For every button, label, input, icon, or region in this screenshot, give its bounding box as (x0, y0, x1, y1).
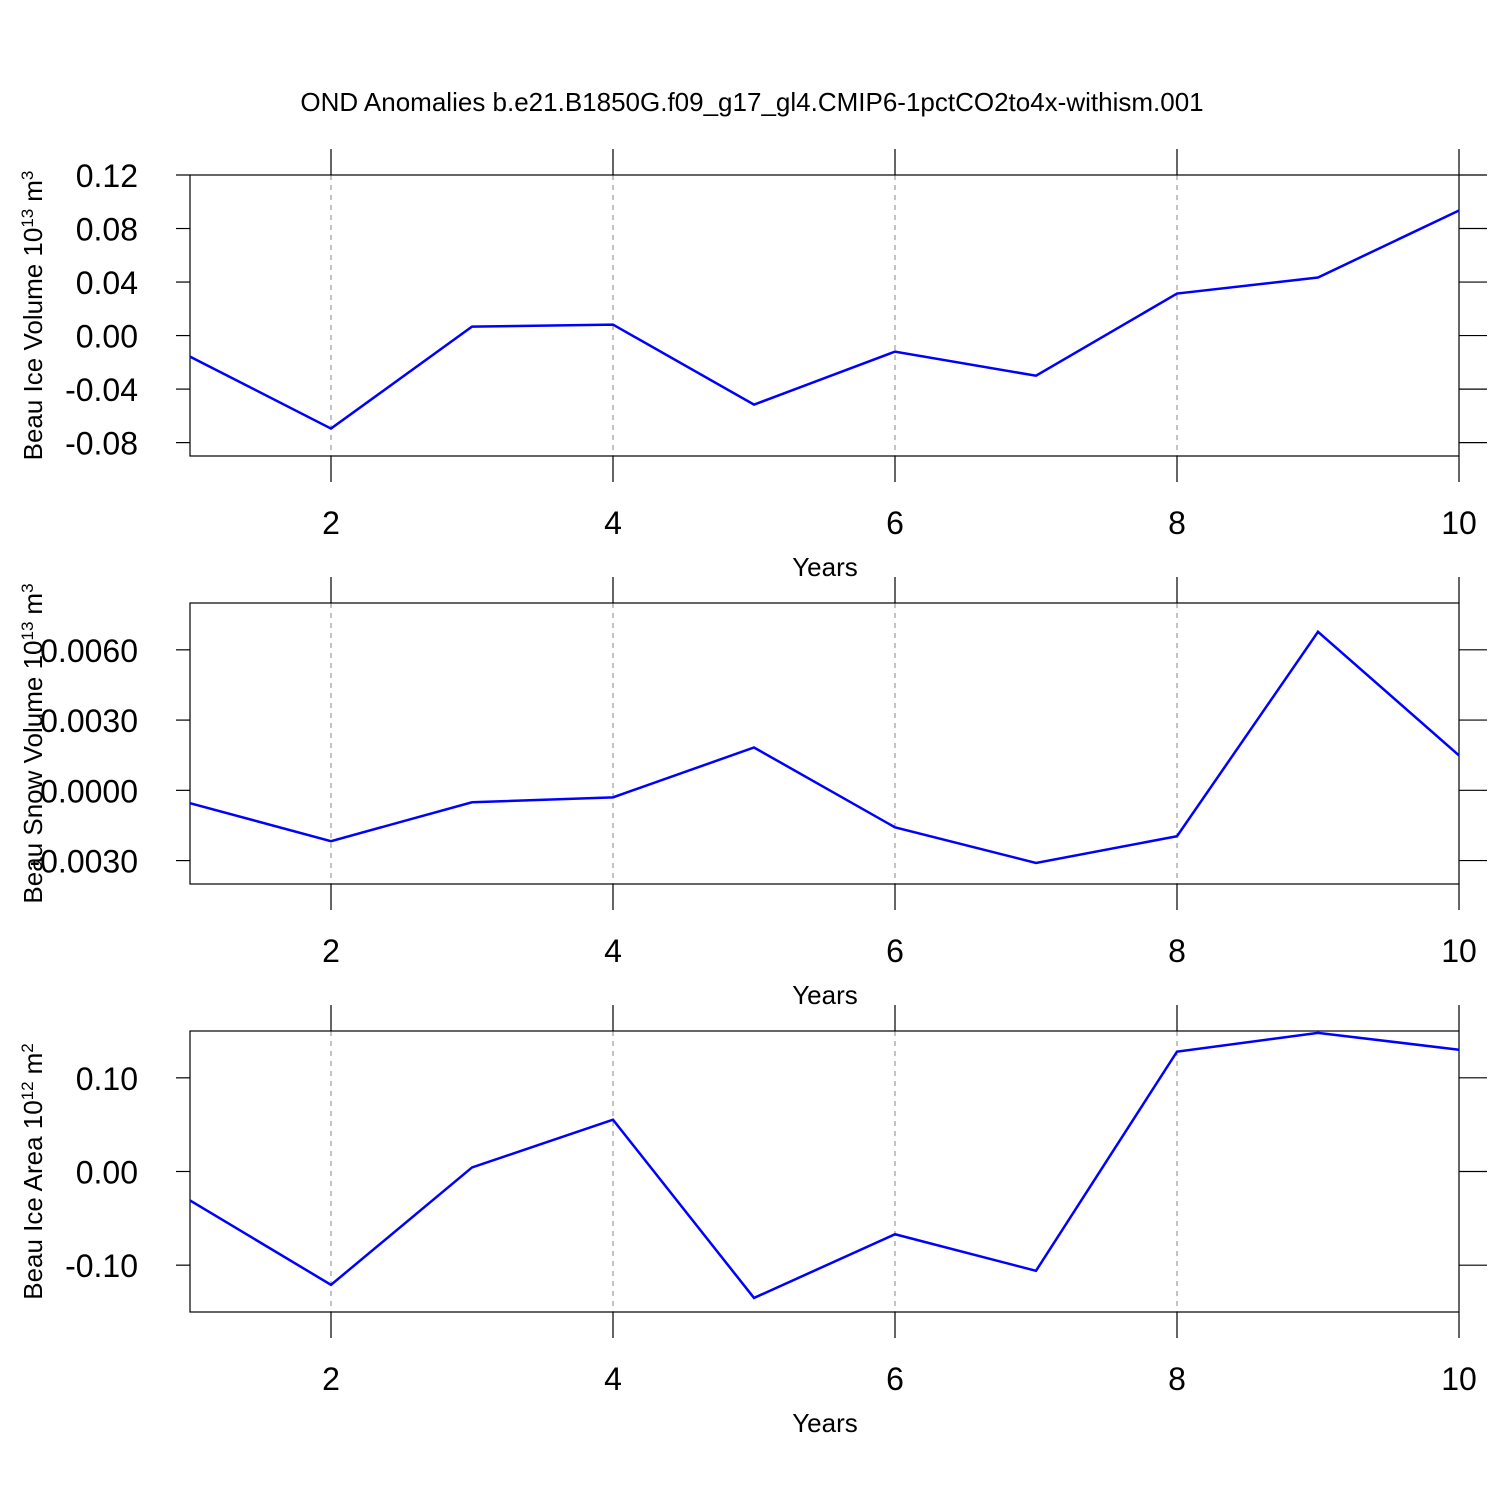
x-tick-label: 6 (886, 505, 904, 541)
plot-frame (189, 602, 1460, 885)
y-tick-label: -0.0030 (29, 844, 138, 880)
x-axis-label: Years (792, 552, 858, 582)
x-tick-label: 10 (1441, 505, 1477, 541)
y-tick-label: 0.0000 (40, 773, 138, 809)
plot-frame (189, 1030, 1460, 1313)
y-tick-label: 0.0030 (40, 703, 138, 739)
y-axis-label-exponent: 2 (18, 1043, 37, 1052)
y-axis-label-text: Beau Snow Volume 10 (18, 640, 48, 903)
y-axis-label-exponent: 12 (18, 1081, 37, 1100)
x-tick-label: 4 (604, 505, 622, 541)
x-axis-label: Years (792, 980, 858, 1010)
y-tick-label: 0.00 (76, 319, 138, 355)
y-axis-label-text: m (18, 1053, 48, 1075)
y-tick-label: 0.04 (76, 265, 138, 301)
x-tick-label: 8 (1168, 505, 1186, 541)
x-tick-label: 8 (1168, 1361, 1186, 1397)
x-tick-label: 2 (322, 933, 340, 969)
x-tick-label: 6 (886, 1361, 904, 1397)
chart-title: OND Anomalies b.e21.B1850G.f09_g17_gl4.C… (300, 87, 1203, 117)
y-tick-label: 0.0060 (40, 633, 138, 669)
x-tick-label: 6 (886, 933, 904, 969)
y-tick-label: 0.08 (76, 212, 138, 248)
data-line (189, 629, 1460, 865)
x-tick-label: 8 (1168, 933, 1186, 969)
x-tick-label: 10 (1441, 1361, 1477, 1397)
x-tick-label: 2 (322, 1361, 340, 1397)
y-tick-label: 0.12 (76, 158, 138, 194)
y-tick-label: -0.08 (65, 426, 138, 462)
y-tick-label: 0.10 (76, 1061, 138, 1097)
y-axis-label-exponent: 3 (18, 171, 37, 180)
y-axis-label-text: Beau Ice Area 10 (18, 1100, 48, 1299)
y-axis-label-exponent: 3 (18, 583, 37, 592)
y-axis-label-text: m (18, 593, 48, 615)
y-axis-label-text: m (18, 180, 48, 202)
y-axis-label-exponent: 13 (18, 209, 37, 228)
x-tick-label: 4 (604, 1361, 622, 1397)
plot-frame (189, 174, 1460, 457)
x-tick-label: 10 (1441, 933, 1477, 969)
y-axis-label: Beau Snow Volume 1013 m3 (18, 583, 49, 903)
x-tick-label: 4 (604, 933, 622, 969)
x-tick-label: 2 (322, 505, 340, 541)
y-axis-label: Beau Ice Area 1012 m2 (18, 1043, 49, 1300)
y-tick-label: -0.04 (65, 372, 138, 408)
x-axis-label: Years (792, 1408, 858, 1438)
data-line (189, 209, 1460, 431)
data-line (189, 1031, 1460, 1300)
y-axis-label-exponent: 13 (18, 622, 37, 641)
y-tick-label: -0.10 (65, 1248, 138, 1284)
y-axis-label-text: Beau Ice Volume 10 (18, 228, 48, 461)
y-axis-label: Beau Ice Volume 1013 m3 (18, 171, 49, 461)
y-tick-label: 0.00 (76, 1155, 138, 1191)
